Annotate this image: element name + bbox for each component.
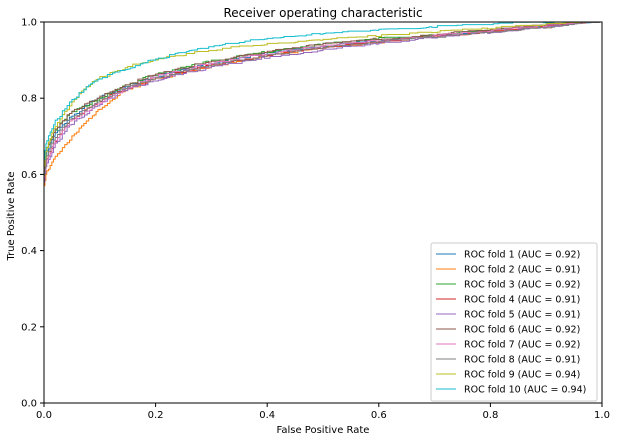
legend-label: ROC fold 2 (AUC = 0.91) <box>464 265 580 276</box>
y-tick-label: 0.6 <box>21 170 37 181</box>
legend-label: ROC fold 10 (AUC = 0.94) <box>464 385 586 396</box>
legend-label: ROC fold 8 (AUC = 0.91) <box>464 355 580 366</box>
y-tick-label: 0.2 <box>21 322 37 333</box>
chart-title: Receiver operating characteristic <box>223 6 422 20</box>
legend-label: ROC fold 9 (AUC = 0.94) <box>464 370 580 381</box>
x-tick-label: 1.0 <box>594 410 610 421</box>
x-axis-label: False Positive Rate <box>277 425 370 436</box>
legend-label: ROC fold 3 (AUC = 0.92) <box>464 280 580 291</box>
series-line-fold-10 <box>43 21 602 403</box>
x-tick-label: 0.6 <box>371 410 387 421</box>
legend-label: ROC fold 7 (AUC = 0.92) <box>464 340 580 351</box>
y-tick-label: 1.0 <box>21 18 37 29</box>
legend-box <box>430 242 598 402</box>
y-tick-label: 0.4 <box>21 246 37 257</box>
axes-frame <box>43 21 603 404</box>
y-tick-label: 0.8 <box>21 94 37 105</box>
x-tick-label: 0.2 <box>148 410 164 421</box>
series-group <box>43 21 602 403</box>
legend-label: ROC fold 6 (AUC = 0.92) <box>464 325 580 336</box>
x-tick-label: 0.4 <box>259 410 275 421</box>
legend-label: ROC fold 1 (AUC = 0.92) <box>464 250 580 261</box>
series-line-fold-8 <box>43 21 602 403</box>
y-axis: 0.0 0.2 0.4 0.6 0.8 1.0 <box>21 18 44 410</box>
y-tick-label: 0.0 <box>21 399 37 410</box>
series-line-fold-6 <box>43 21 602 403</box>
y-axis-label: True Positive Rate <box>6 171 17 261</box>
legend-label: ROC fold 4 (AUC = 0.91) <box>464 295 580 306</box>
legend-label: ROC fold 5 (AUC = 0.91) <box>464 310 580 321</box>
x-tick-label: 0.8 <box>482 410 498 421</box>
legend: ROC fold 1 (AUC = 0.92) ROC fold 2 (AUC =… <box>430 242 598 402</box>
x-axis: 0.0 0.2 0.4 0.6 0.8 1.0 <box>36 403 610 421</box>
x-tick-label: 0.0 <box>36 410 52 421</box>
